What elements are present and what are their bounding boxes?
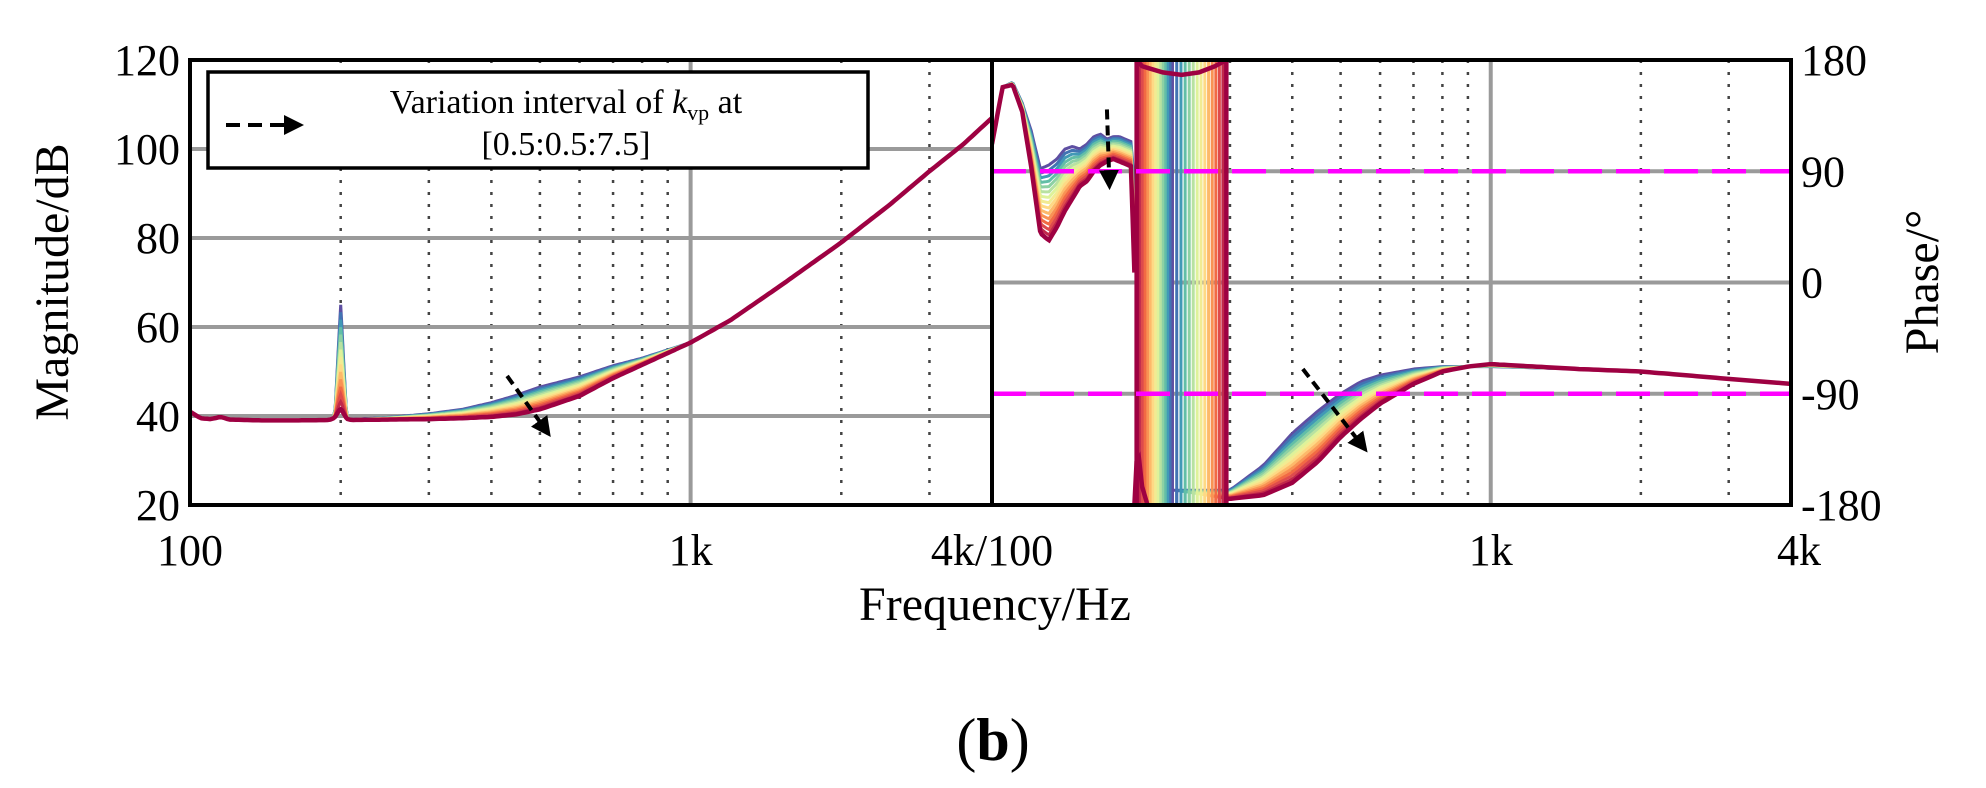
phase-y-label: Phase/° [1896,210,1949,355]
phase-curve-top [1134,60,1228,78]
magnitude-x-ticks: 100 1k 4k/100 [157,526,1053,575]
phase-annotations [1098,109,1368,453]
phase-x-tick-label: 1k [1469,526,1513,575]
magnitude-x-tick-label: 1k [669,526,713,575]
phase-curves [992,60,1791,505]
magnitude-y-tick-label: 100 [114,125,180,174]
legend-box [206,70,870,170]
x-axis-label: Frequency/Hz [859,578,1131,631]
variation-arrow [1098,109,1119,191]
magnitude-y-tick-label: 80 [136,214,180,263]
variation-arrow [1301,367,1368,453]
variation-arrow [505,374,551,438]
phase-curve-spike [1132,451,1150,505]
panel-label: (b) [956,707,1029,773]
phase-x-tick-label: 4k [1777,526,1821,575]
phase-y-tick-label: -90 [1801,370,1860,419]
phase-curve-low [992,82,1137,273]
phase-y-tick-label: 0 [1801,259,1823,308]
phase-y-tick-label: 90 [1801,147,1845,196]
legend: Variation interval of kvp at [0.5:0.5:7.… [206,70,870,170]
phase-reference-lines [992,169,1791,396]
legend-line-1: Variation interval of kvp at [390,84,743,125]
magnitude-panel: 20 40 60 80 100 120 100 1k 4k/100 Magnitude/dB [26,36,1053,575]
magnitude-y-tick-label: 40 [136,392,180,441]
magnitude-x-tick-label: 100 [157,526,223,575]
legend-line-2: [0.5:0.5:7.5] [481,126,650,163]
magnitude-annotations [505,374,551,438]
phase-y-tick-label: -180 [1801,481,1882,530]
magnitude-y-ticks: 20 40 60 80 100 120 [114,36,180,530]
magnitude-y-tick-label: 60 [136,303,180,352]
magnitude-y-tick-label: 120 [114,36,180,85]
phase-curve-high [1224,361,1791,505]
phase-panel: -180 -90 0 90 180 1k 4k Phase/° [990,36,1949,575]
magnitude-curves [190,116,992,423]
magnitude-y-tick-label: 20 [136,481,180,530]
phase-y-ticks: -180 -90 0 90 180 [1801,36,1882,530]
phase-x-ticks: 1k 4k [1469,526,1821,575]
magnitude-curve [190,116,992,423]
phase-y-tick-label: 180 [1801,36,1867,85]
magnitude-y-label: Magnitude/dB [26,143,79,420]
phase-axes-frame [990,58,1793,507]
magnitude-x-tick-label: 4k/100 [931,526,1053,575]
phase-grid [992,60,1791,505]
